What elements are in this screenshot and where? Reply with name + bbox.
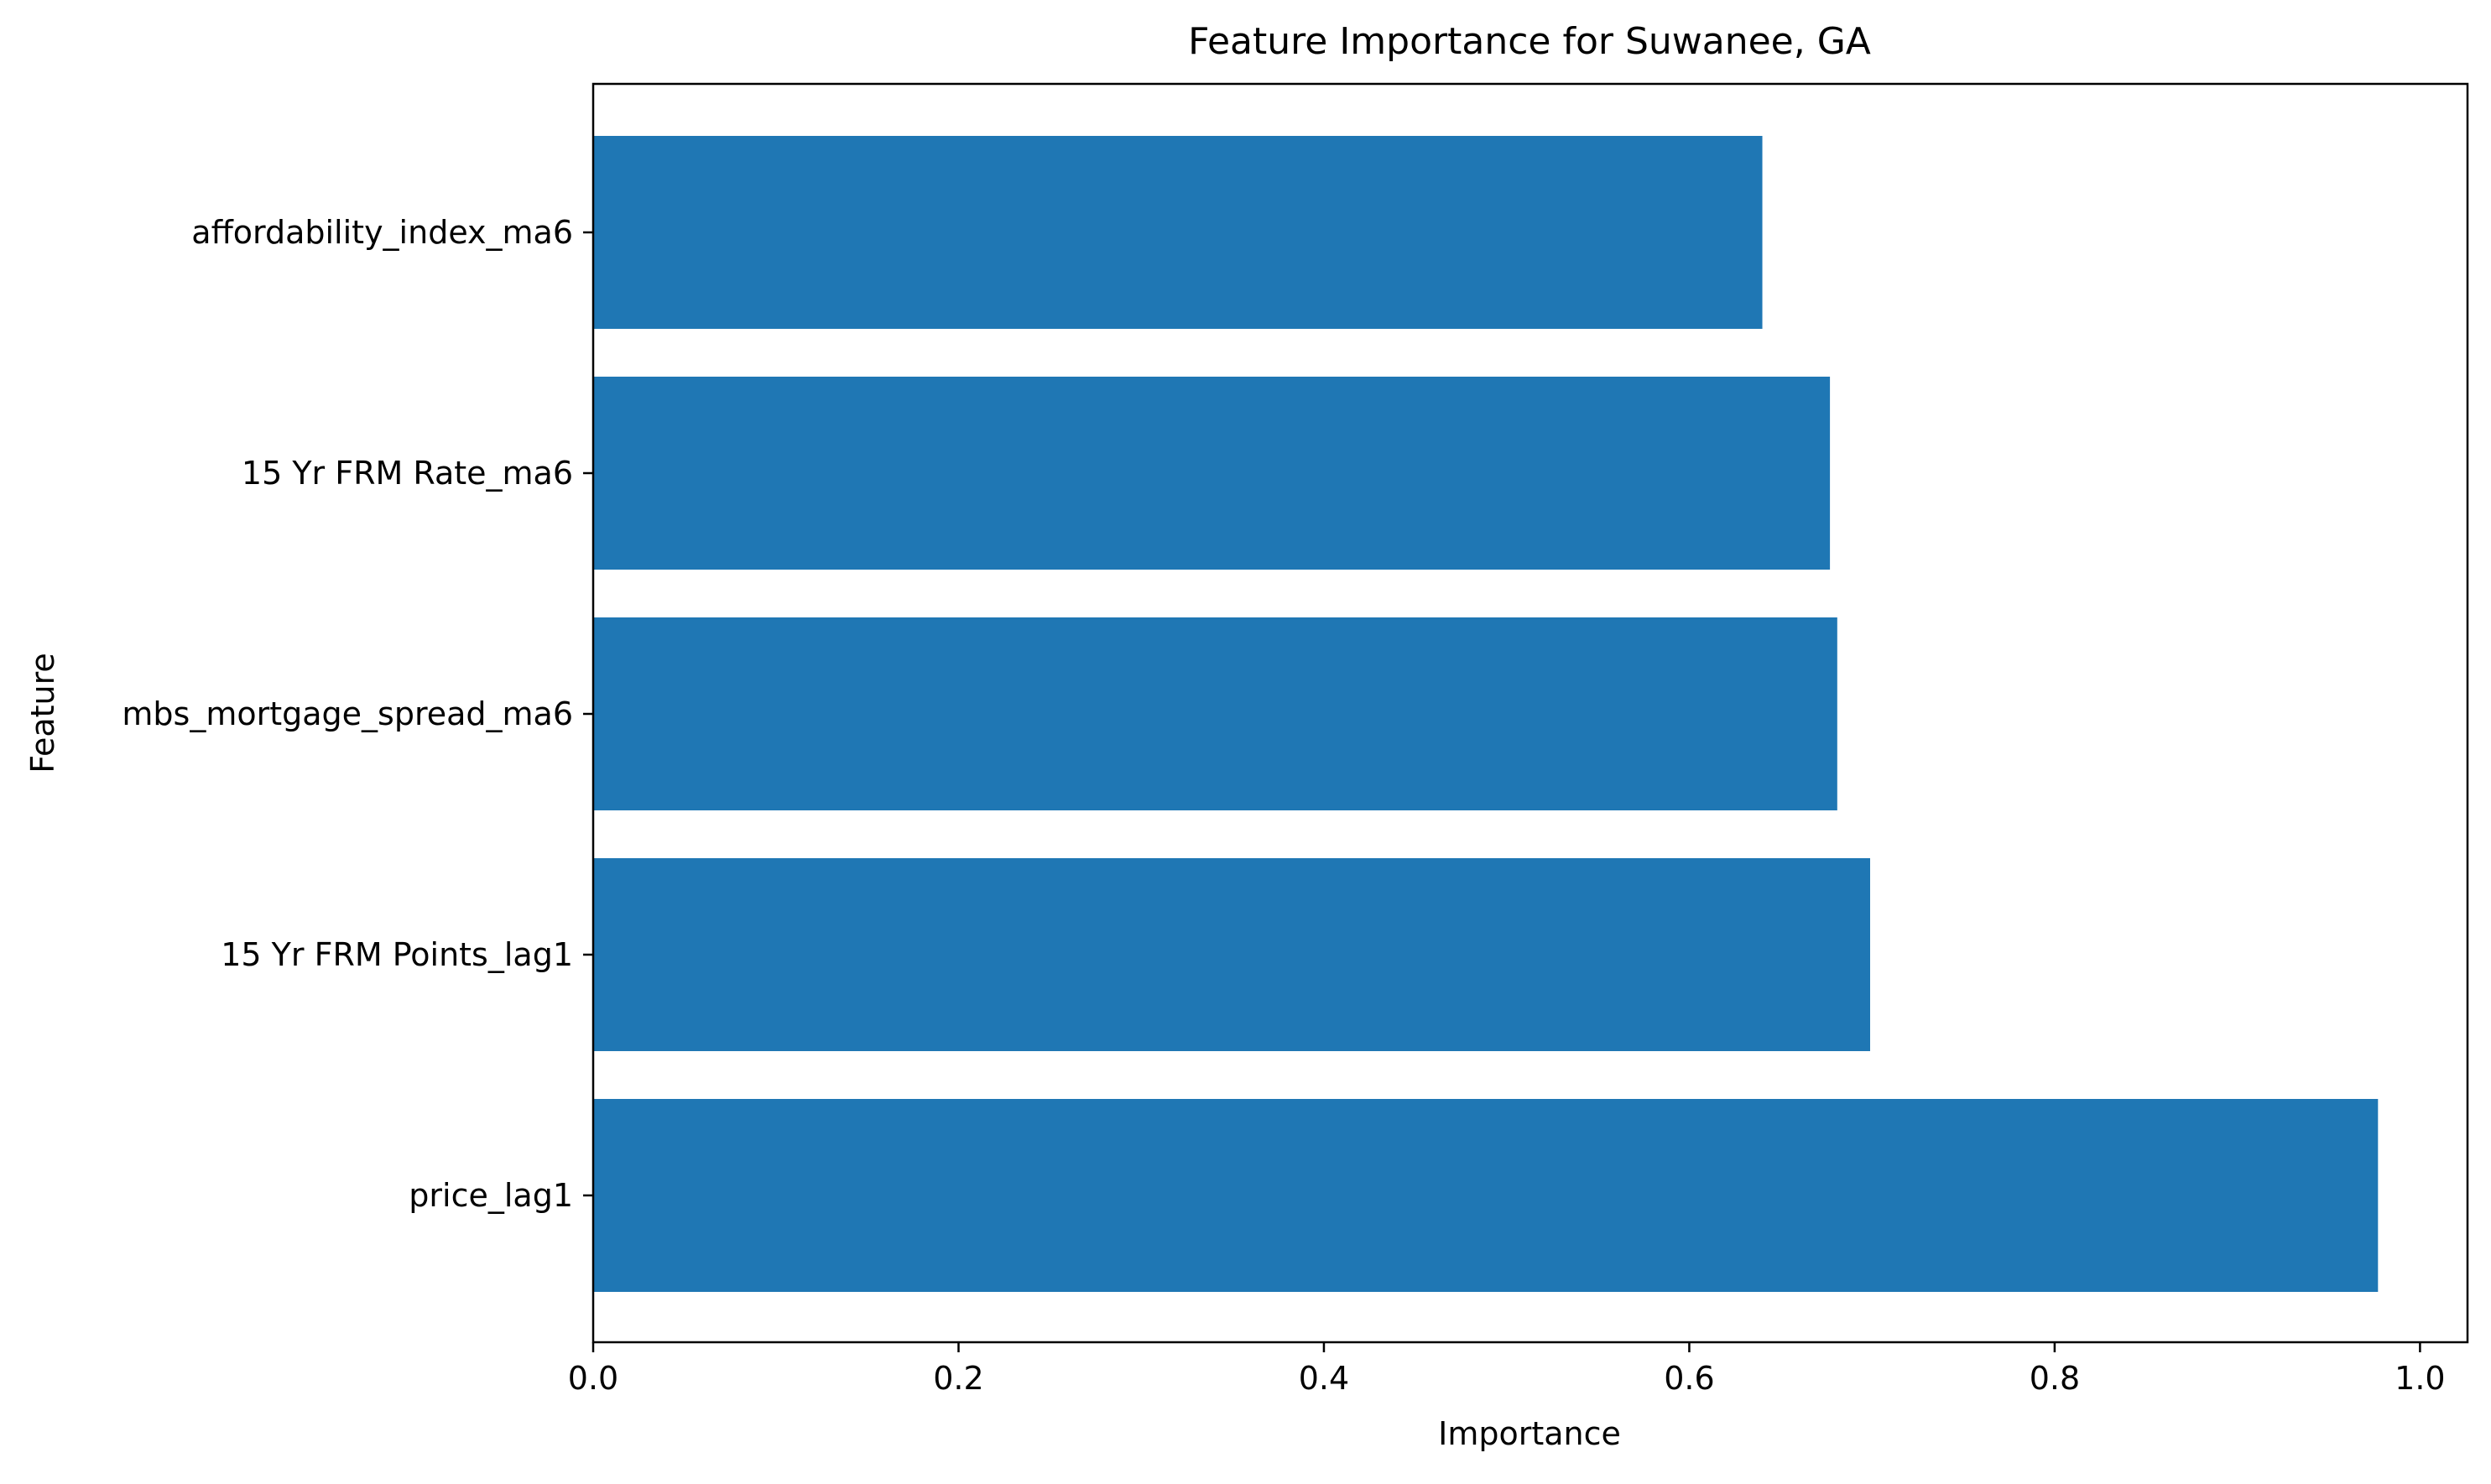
x-tick-label: 1.0	[2395, 1360, 2445, 1397]
x-tick-label: 0.4	[1299, 1360, 1349, 1397]
y-axis-label: Feature	[24, 653, 61, 773]
y-tick-label: price_lag1	[409, 1177, 573, 1214]
bar	[593, 617, 1837, 810]
bar	[593, 858, 1870, 1051]
y-ticks: affordability_index_ma6 15 Yr FRM Rate_ma…	[122, 214, 593, 1214]
chart-title: Feature Importance for Suwanee, GA	[1188, 20, 1871, 63]
bars-group	[593, 136, 2379, 1292]
x-tick-label: 0.6	[1664, 1360, 1714, 1397]
x-tick-label: 0.0	[568, 1360, 618, 1397]
x-tick-label: 0.8	[2030, 1360, 2080, 1397]
bar	[593, 136, 1763, 329]
x-tick-label: 0.2	[933, 1360, 983, 1397]
bar	[593, 1099, 2379, 1292]
x-axis-label: Importance	[1438, 1415, 1621, 1452]
y-tick-label: affordability_index_ma6	[191, 214, 573, 251]
y-tick-label: 15 Yr FRM Points_lag1	[221, 936, 573, 973]
y-tick-label: 15 Yr FRM Rate_ma6	[242, 455, 573, 492]
x-ticks: 0.0 0.2 0.4 0.6 0.8 1.0	[568, 1342, 2446, 1397]
y-tick-label: mbs_mortgage_spread_ma6	[122, 695, 573, 732]
bar	[593, 377, 1831, 570]
plot-frame	[591, 82, 2469, 1344]
